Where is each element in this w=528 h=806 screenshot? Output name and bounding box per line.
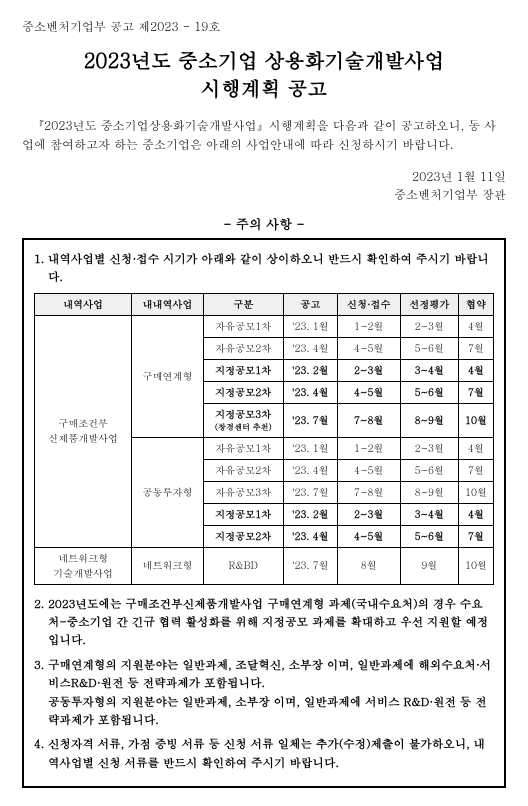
note-3b: 공동투자형의 지원분야는 일반과제, 소부장 이며, 일반과제에 서비스 R&D… bbox=[34, 693, 494, 730]
table-cell: 지정공모2차 bbox=[203, 525, 283, 547]
table-cell: 4월 bbox=[459, 315, 494, 337]
table-cell: 자유공모1차 bbox=[203, 315, 283, 337]
table-cell: 9월 bbox=[400, 547, 458, 584]
th-1: 내내역사업 bbox=[132, 293, 203, 315]
table-cell: 8~9월 bbox=[400, 403, 458, 437]
table-cell: 5~6월 bbox=[400, 337, 458, 359]
table-cell: 4~5월 bbox=[337, 525, 400, 547]
note-3: 3. 구매연계형의 지원분야는 일반과제, 조달혁신, 소부장 이며, 일반과제… bbox=[34, 656, 494, 730]
table-cell: '23. 7월 bbox=[283, 481, 337, 503]
table-cell: 5~6월 bbox=[400, 459, 458, 481]
th-0: 내역사업 bbox=[35, 293, 132, 315]
notice-box: 1. 내역사업별 신청·접수 시기가 아래와 같이 상이하오니 반드시 확인하여… bbox=[22, 238, 506, 788]
table-cell: 4월 bbox=[459, 359, 494, 381]
schedule-table: 내역사업 내내역사업 구분 공고 신청·접수 선정평가 협약 구매조건부신제품개… bbox=[34, 293, 494, 585]
note-4: 4. 신청자격 서류, 가점 증빙 서류 등 신청 서류 일체는 추가(수정)제… bbox=[34, 735, 494, 772]
table-cell: '23. 4월 bbox=[283, 381, 337, 403]
table-cell: 8월 bbox=[337, 547, 400, 584]
table-cell: 5~6월 bbox=[400, 525, 458, 547]
table-cell: '23. 2월 bbox=[283, 359, 337, 381]
table-row: 구매조건부신제품개발사업구매연계형자유공모1차'23. 1월1~2월2~3월4월 bbox=[35, 315, 494, 337]
table-cell: '23. 1월 bbox=[283, 437, 337, 459]
group1b-cell: 공동투자형 bbox=[132, 437, 203, 547]
table-cell: 2~3월 bbox=[400, 437, 458, 459]
th-2: 구분 bbox=[203, 293, 283, 315]
table-cell: 7월 bbox=[459, 381, 494, 403]
page-title: 2023년도 중소기업 상용화기술개발사업 시행계획 공고 bbox=[22, 46, 506, 102]
table-cell: 7~8월 bbox=[337, 481, 400, 503]
table-cell: 2~3월 bbox=[337, 503, 400, 525]
table-cell: 지정공모1차 bbox=[203, 359, 283, 381]
note-3a: 3. 구매연계형의 지원분야는 일반과제, 조달혁신, 소부장 이며, 일반과제… bbox=[34, 657, 491, 691]
table-cell: 10월 bbox=[459, 547, 494, 584]
table-cell: 7월 bbox=[459, 337, 494, 359]
date-signature: 2023년 1월 11일 중소벤처기업부 장관 bbox=[22, 168, 506, 204]
table-cell: 5~6월 bbox=[400, 381, 458, 403]
table-cell: 2~3월 bbox=[337, 359, 400, 381]
th-4: 신청·접수 bbox=[337, 293, 400, 315]
table-cell: 자유공모1차 bbox=[203, 437, 283, 459]
table-cell: 자유공모3차 bbox=[203, 481, 283, 503]
table-row: 네트워크형기술개발사업네트워크형R&BD'23. 7월8월9월10월 bbox=[35, 547, 494, 584]
table-cell: 자유공모2차 bbox=[203, 459, 283, 481]
group1a-cell: 구매연계형 bbox=[132, 315, 203, 437]
table-cell: '23. 2월 bbox=[283, 503, 337, 525]
table-cell: '23. 4월 bbox=[283, 525, 337, 547]
table-cell: 4~5월 bbox=[337, 381, 400, 403]
intro-paragraph: 『2023년도 중소기업상용화기술개발사업』시행계획을 다음과 같이 공고하오니… bbox=[22, 116, 506, 154]
th-3: 공고 bbox=[283, 293, 337, 315]
signer: 중소벤처기업부 장관 bbox=[394, 186, 506, 203]
table-cell: 4월 bbox=[459, 503, 494, 525]
table-cell: 자유공모2차 bbox=[203, 337, 283, 359]
table-cell: R&BD bbox=[203, 547, 283, 584]
table-cell: 4~5월 bbox=[337, 337, 400, 359]
table-cell: '23. 1월 bbox=[283, 315, 337, 337]
note-1: 1. 내역사업별 신청·접수 시기가 아래와 같이 상이하오니 반드시 확인하여… bbox=[34, 250, 494, 287]
table-cell: 7월 bbox=[459, 525, 494, 547]
title-line2: 시행계획 공고 bbox=[201, 73, 328, 102]
th-5: 선정평가 bbox=[400, 293, 458, 315]
date: 2023년 1월 11일 bbox=[412, 168, 506, 185]
note-2: 2. 2023년도에는 구매조건부신제품개발사업 구매연계형 과제(국내수요처)… bbox=[34, 595, 494, 650]
table-cell: 지정공모2차 bbox=[203, 381, 283, 403]
table-cell: 7~8월 bbox=[337, 403, 400, 437]
table-cell: 2~3월 bbox=[400, 315, 458, 337]
table-cell: 지정공모1차 bbox=[203, 503, 283, 525]
table-cell: 7월 bbox=[459, 459, 494, 481]
table-cell: '23. 7월 bbox=[283, 403, 337, 437]
table-cell: '23. 7월 bbox=[283, 547, 337, 584]
group1-cell: 구매조건부신제품개발사업 bbox=[35, 315, 132, 547]
table-cell: 8~9월 bbox=[400, 481, 458, 503]
table-cell: 1~2월 bbox=[337, 315, 400, 337]
notice-header: - 주의 사항 - bbox=[22, 214, 506, 234]
table-cell: 지정공모3차(창경센터 추천) bbox=[203, 403, 283, 437]
table-cell: 1~2월 bbox=[337, 437, 400, 459]
table-cell: '23. 4월 bbox=[283, 337, 337, 359]
table-cell: 10월 bbox=[459, 481, 494, 503]
table-cell: 10월 bbox=[459, 403, 494, 437]
group2a-cell: 네트워크형 bbox=[132, 547, 203, 584]
table-cell: 4월 bbox=[459, 437, 494, 459]
title-line1: 2023년도 중소기업 상용화기술개발사업 bbox=[84, 45, 445, 74]
group2-cell: 네트워크형기술개발사업 bbox=[35, 547, 132, 584]
doc-number: 중소벤처기업부 공고 제2023 - 19호 bbox=[22, 18, 506, 36]
table-cell: '23. 4월 bbox=[283, 459, 337, 481]
table-cell: 3~4월 bbox=[400, 359, 458, 381]
th-6: 협약 bbox=[459, 293, 494, 315]
table-cell: 4~5월 bbox=[337, 459, 400, 481]
table-cell: 3~4월 bbox=[400, 503, 458, 525]
